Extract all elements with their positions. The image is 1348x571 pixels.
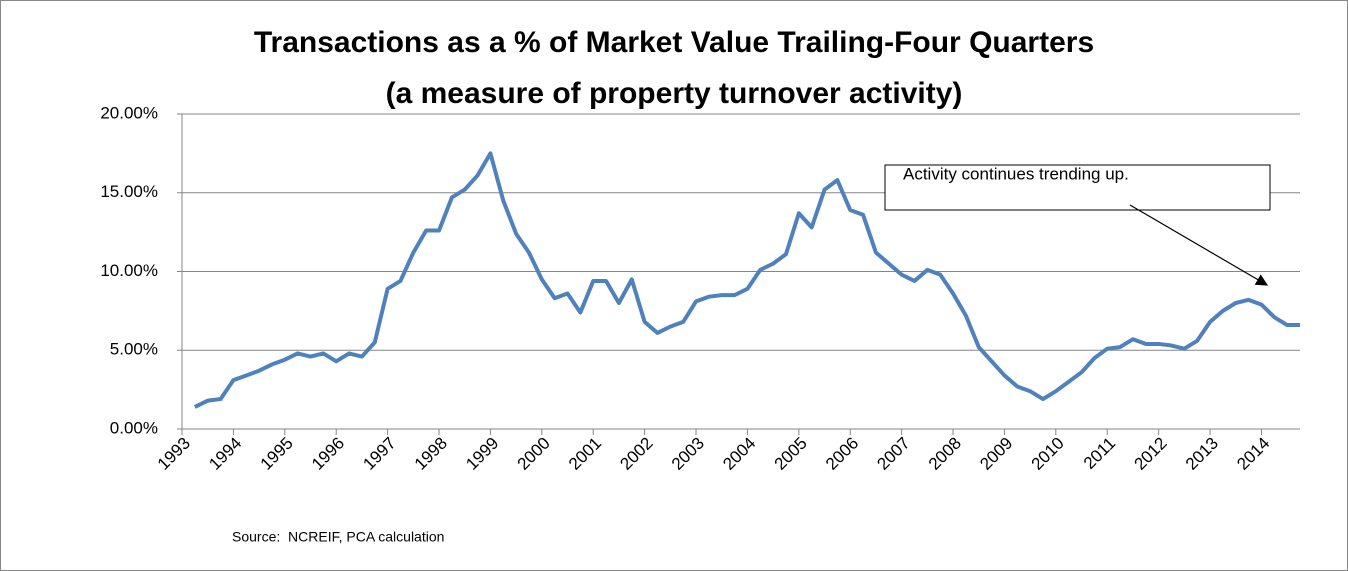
annotation-box [884, 164, 1271, 211]
annotation: Activity continues trending up. [903, 164, 1129, 183]
source-note: Source: NCREIF, PCA calculation [232, 529, 444, 545]
chart-title: Transactions as a % of Market Value Trai… [254, 26, 1094, 59]
y-tick-label: 15.00% [100, 182, 158, 201]
y-tick-label: 20.00% [100, 103, 158, 122]
y-tick-label: 10.00% [100, 261, 158, 280]
data-line [193, 151, 1300, 409]
y-tick-label: 0.00% [110, 418, 158, 437]
annotation-arrow [1129, 204, 1269, 286]
chart-subtitle: (a measure of property turnover activity… [386, 77, 963, 110]
y-tick-label: 5.00% [110, 340, 158, 359]
